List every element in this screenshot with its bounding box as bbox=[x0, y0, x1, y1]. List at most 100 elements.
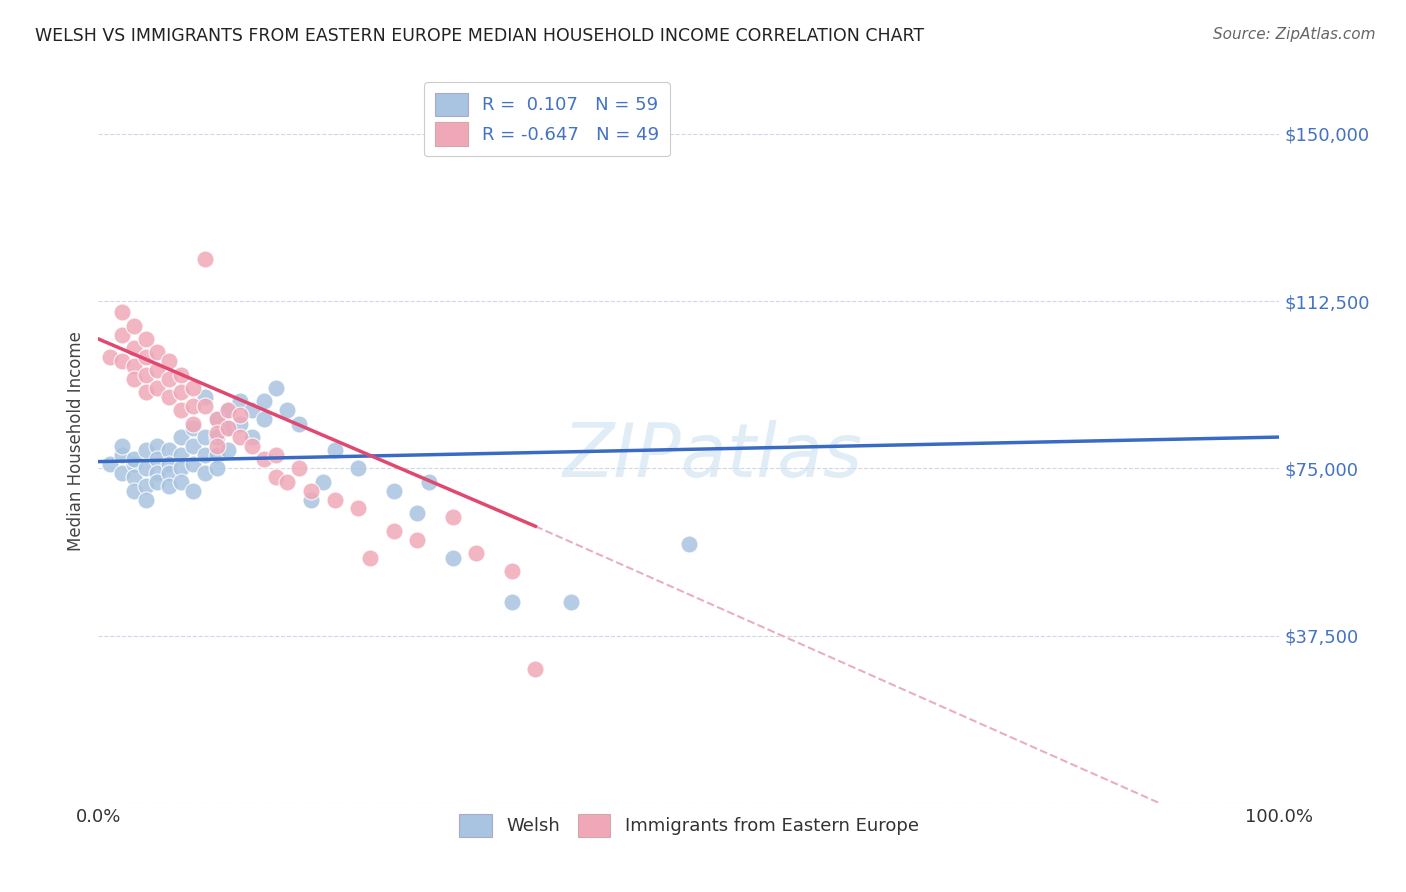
Point bbox=[146, 466, 169, 480]
Text: Source: ZipAtlas.com: Source: ZipAtlas.com bbox=[1212, 27, 1375, 42]
Point bbox=[135, 385, 157, 400]
Point bbox=[98, 457, 121, 471]
Point bbox=[359, 550, 381, 565]
Point bbox=[181, 457, 204, 471]
Point bbox=[157, 390, 180, 404]
Point bbox=[560, 595, 582, 609]
Point bbox=[323, 492, 346, 507]
Point bbox=[135, 461, 157, 475]
Point bbox=[441, 510, 464, 524]
Point bbox=[122, 483, 145, 498]
Point bbox=[157, 479, 180, 493]
Point bbox=[299, 492, 322, 507]
Point bbox=[122, 470, 145, 484]
Point bbox=[205, 430, 228, 444]
Point bbox=[253, 452, 276, 467]
Point bbox=[194, 390, 217, 404]
Point bbox=[347, 501, 370, 516]
Point bbox=[323, 443, 346, 458]
Point bbox=[678, 537, 700, 551]
Point bbox=[253, 394, 276, 409]
Point bbox=[111, 466, 134, 480]
Point bbox=[135, 350, 157, 364]
Point bbox=[170, 461, 193, 475]
Point bbox=[157, 457, 180, 471]
Point bbox=[170, 385, 193, 400]
Point bbox=[441, 550, 464, 565]
Point bbox=[264, 470, 287, 484]
Point bbox=[111, 439, 134, 453]
Legend: Welsh, Immigrants from Eastern Europe: Welsh, Immigrants from Eastern Europe bbox=[451, 806, 927, 845]
Point bbox=[205, 425, 228, 440]
Point bbox=[122, 457, 145, 471]
Point bbox=[465, 546, 488, 560]
Point bbox=[170, 403, 193, 417]
Point bbox=[146, 381, 169, 395]
Point bbox=[170, 368, 193, 382]
Point bbox=[98, 350, 121, 364]
Point bbox=[217, 421, 239, 435]
Point bbox=[217, 403, 239, 417]
Point bbox=[229, 408, 252, 422]
Point bbox=[157, 354, 180, 368]
Point bbox=[146, 363, 169, 377]
Point bbox=[170, 448, 193, 462]
Point bbox=[406, 533, 429, 547]
Point bbox=[382, 483, 405, 498]
Point bbox=[501, 595, 523, 609]
Point bbox=[146, 452, 169, 467]
Point bbox=[111, 448, 134, 462]
Point bbox=[181, 483, 204, 498]
Point bbox=[181, 421, 204, 435]
Point bbox=[205, 412, 228, 426]
Point bbox=[194, 430, 217, 444]
Point bbox=[240, 403, 263, 417]
Point bbox=[111, 354, 134, 368]
Text: ZIPatlas: ZIPatlas bbox=[562, 420, 863, 492]
Point bbox=[229, 394, 252, 409]
Point bbox=[288, 461, 311, 475]
Point bbox=[276, 475, 298, 489]
Point bbox=[170, 430, 193, 444]
Point bbox=[170, 475, 193, 489]
Point bbox=[135, 443, 157, 458]
Point bbox=[157, 372, 180, 386]
Point bbox=[312, 475, 335, 489]
Point bbox=[240, 439, 263, 453]
Y-axis label: Median Household Income: Median Household Income bbox=[66, 332, 84, 551]
Point bbox=[194, 466, 217, 480]
Point bbox=[146, 345, 169, 359]
Point bbox=[253, 412, 276, 426]
Point bbox=[240, 430, 263, 444]
Point bbox=[146, 475, 169, 489]
Point bbox=[111, 305, 134, 319]
Point bbox=[205, 461, 228, 475]
Point bbox=[229, 430, 252, 444]
Point bbox=[122, 452, 145, 467]
Point bbox=[217, 443, 239, 458]
Point bbox=[181, 417, 204, 431]
Point bbox=[264, 448, 287, 462]
Point bbox=[135, 332, 157, 346]
Point bbox=[135, 368, 157, 382]
Point bbox=[406, 506, 429, 520]
Text: WELSH VS IMMIGRANTS FROM EASTERN EUROPE MEDIAN HOUSEHOLD INCOME CORRELATION CHAR: WELSH VS IMMIGRANTS FROM EASTERN EUROPE … bbox=[35, 27, 924, 45]
Point bbox=[146, 439, 169, 453]
Point bbox=[382, 524, 405, 538]
Point bbox=[181, 399, 204, 413]
Point bbox=[264, 381, 287, 395]
Point bbox=[217, 421, 239, 435]
Point bbox=[194, 399, 217, 413]
Point bbox=[194, 252, 217, 266]
Point bbox=[276, 403, 298, 417]
Point bbox=[181, 381, 204, 395]
Point bbox=[181, 439, 204, 453]
Point bbox=[288, 417, 311, 431]
Point bbox=[194, 448, 217, 462]
Point bbox=[122, 359, 145, 373]
Point bbox=[135, 492, 157, 507]
Point bbox=[122, 341, 145, 355]
Point bbox=[229, 417, 252, 431]
Point bbox=[122, 318, 145, 333]
Point bbox=[347, 461, 370, 475]
